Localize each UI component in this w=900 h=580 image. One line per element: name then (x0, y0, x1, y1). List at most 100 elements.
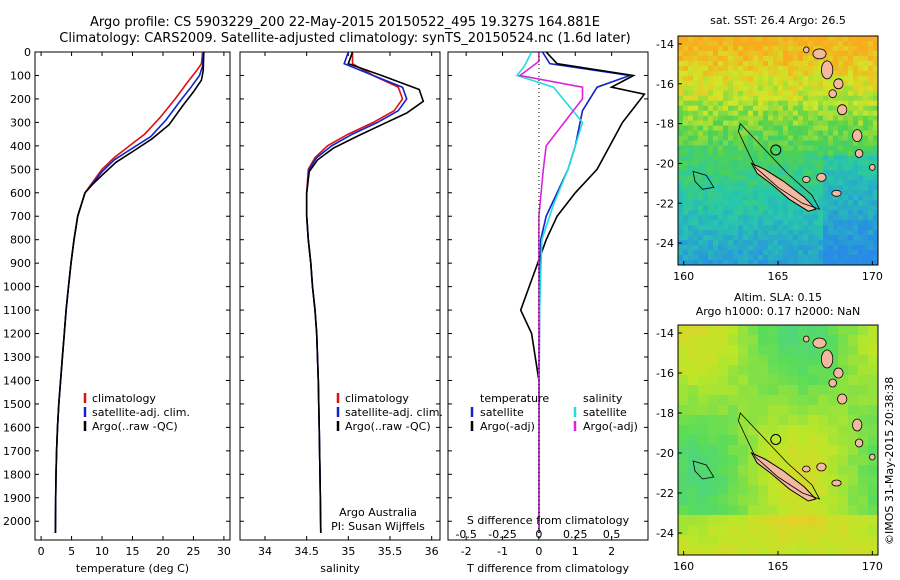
heatmap-cell (738, 210, 744, 216)
heatmap-cell (698, 245, 704, 251)
heatmap-cell (728, 120, 734, 127)
heatmap-cell (748, 46, 754, 52)
heatmap-cell (718, 365, 729, 376)
heatmap-cell (763, 130, 769, 137)
heatmap-cell (753, 135, 759, 142)
heatmap-cell (798, 260, 804, 265)
heatmap-cell (868, 90, 874, 97)
heatmap-cell (728, 245, 734, 251)
heatmap-cell (798, 545, 809, 555)
heatmap-cell (783, 255, 789, 261)
heatmap-cell (828, 170, 834, 176)
y-tick-label: -24 (656, 527, 674, 540)
heatmap-cell (733, 225, 739, 231)
island-shape (837, 393, 848, 405)
heatmap-cell (823, 46, 829, 52)
heatmap-cell (728, 180, 734, 186)
heatmap-cell (753, 130, 759, 137)
heatmap-cell (798, 46, 804, 52)
heatmap-cell (848, 36, 854, 42)
heatmap-cell (728, 150, 734, 157)
heatmap-cell (758, 355, 769, 366)
heatmap-cell (748, 385, 759, 396)
heatmap-cell (863, 90, 869, 97)
heatmap-cell (863, 230, 869, 236)
heatmap-cell (733, 110, 739, 117)
heatmap-cell (698, 475, 709, 486)
heatmap-cell (693, 70, 699, 77)
heatmap-cell (708, 105, 714, 112)
heatmap-cell (868, 475, 878, 486)
heatmap-cell (748, 255, 754, 261)
heatmap-cell (703, 60, 709, 67)
heatmap-cell (708, 250, 714, 256)
heatmap-cell (728, 260, 734, 265)
heatmap-cell (698, 485, 709, 496)
heatmap-cell (783, 50, 789, 57)
heatmap-cell (798, 415, 809, 426)
heatmap-cell (703, 245, 709, 251)
heatmap-cell (803, 130, 809, 137)
heatmap-cell (718, 80, 724, 87)
y-tick-label: -20 (656, 447, 674, 460)
heatmap-cell (773, 155, 779, 162)
heatmap-cell (828, 245, 834, 251)
heatmap-cell (708, 405, 719, 416)
heatmap-cell (783, 220, 789, 226)
heatmap-cell (753, 235, 759, 241)
heatmap-cell (743, 60, 749, 67)
heatmap-cell (838, 70, 844, 77)
y-tick-label: -24 (656, 237, 674, 250)
heatmap-cell (733, 260, 739, 265)
heatmap-cell (813, 260, 819, 265)
heatmap-cell (688, 135, 694, 142)
heatmap-cell (733, 46, 739, 52)
heatmap-cell (818, 140, 824, 147)
heatmap-cell (708, 245, 714, 251)
heatmap-cell (678, 70, 684, 77)
heatmap-cell (768, 235, 774, 241)
heatmap-cell (868, 65, 874, 72)
heatmap-cell (828, 85, 834, 92)
heatmap-cell (818, 90, 824, 97)
heatmap-cell (793, 240, 799, 246)
heatmap-cell (703, 200, 709, 206)
heatmap-cell (863, 140, 869, 147)
heatmap-cell (688, 375, 699, 386)
heatmap-cell (783, 135, 789, 142)
heatmap-cell (873, 235, 878, 241)
heatmap-cell (803, 235, 809, 241)
heatmap-cell (838, 335, 849, 346)
heatmap-cell (683, 50, 689, 57)
heatmap-cell (698, 200, 704, 206)
heatmap-cell (788, 85, 794, 92)
heatmap-cell (798, 445, 809, 456)
heatmap-cell (848, 180, 854, 186)
heatmap-cell (748, 245, 754, 251)
heatmap-cell (863, 205, 869, 211)
heatmap-cell (798, 140, 804, 147)
heatmap-cell (823, 255, 829, 261)
heatmap-cell (748, 85, 754, 92)
heatmap-cell (833, 215, 839, 221)
heatmap-cell (728, 100, 734, 107)
heatmap-cell (818, 405, 829, 416)
heatmap-cell (763, 110, 769, 117)
heatmap-cell (773, 250, 779, 256)
heatmap-cell (833, 70, 839, 77)
heatmap-cell (678, 335, 689, 346)
heatmap-cell (858, 175, 864, 181)
heatmap-cell (748, 180, 754, 186)
heatmap-cell (713, 65, 719, 72)
heatmap-cell (728, 240, 734, 246)
float-position-marker (770, 144, 782, 156)
heatmap-cell (678, 46, 684, 52)
heatmap-cell (833, 55, 839, 62)
heatmap-cell (793, 235, 799, 241)
heatmap-cell (768, 435, 779, 446)
heatmap-cell (768, 210, 774, 216)
heatmap-cell (688, 165, 694, 171)
heatmap-cell (858, 325, 869, 336)
heatmap-cell (803, 60, 809, 67)
heatmap-cell (813, 175, 819, 181)
